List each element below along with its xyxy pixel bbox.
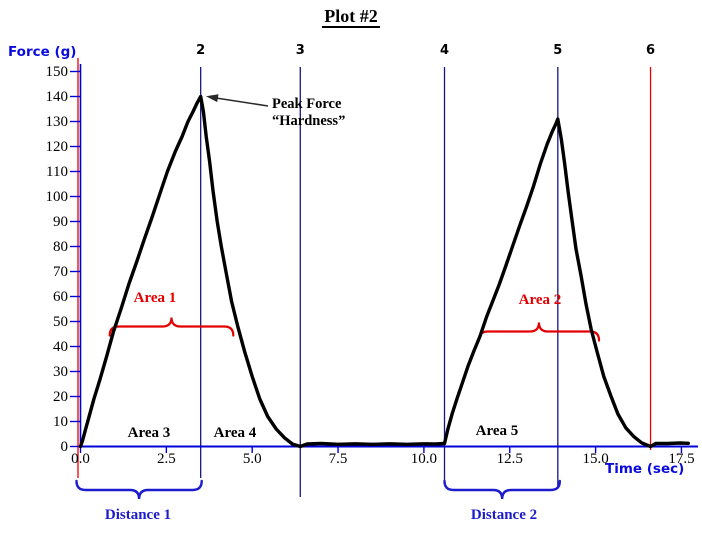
area1-brace bbox=[108, 317, 235, 337]
area2-label: Area 2 bbox=[518, 292, 562, 308]
y-tick-label: 80 bbox=[53, 238, 68, 255]
y-tick-label: 60 bbox=[53, 288, 68, 305]
x-axis-title: Time (sec) bbox=[605, 461, 685, 477]
area1-label: Area 1 bbox=[133, 290, 177, 306]
peak-force-annotation-line2: “Hardness” bbox=[272, 113, 346, 129]
anchor-number-4: 4 bbox=[439, 43, 450, 58]
x-tick-label: 15.0 bbox=[582, 451, 609, 467]
peak-force-arrow-line bbox=[215, 97, 269, 107]
y-tick-label: 140 bbox=[45, 88, 69, 105]
area5-label: Area 5 bbox=[475, 423, 519, 439]
x-tick-label: 10.0 bbox=[410, 451, 438, 467]
distance1-brace bbox=[75, 479, 203, 500]
x-tick-label: 0.0 bbox=[71, 451, 90, 467]
y-tick-label: 110 bbox=[46, 163, 68, 180]
y-tick-label: 70 bbox=[53, 263, 68, 280]
y-tick-label: 30 bbox=[53, 363, 68, 380]
distance1-label: Distance 1 bbox=[104, 507, 172, 523]
y-tick-label: 0 bbox=[60, 438, 69, 455]
y-tick-label: 100 bbox=[45, 188, 69, 205]
y-tick-label: 10 bbox=[53, 413, 68, 430]
x-tick-label: 5.0 bbox=[242, 451, 262, 467]
y-tick-label: 150 bbox=[45, 63, 69, 80]
y-tick-label: 90 bbox=[53, 213, 68, 230]
peak-force-annotation: Peak Force “Hardness” bbox=[272, 96, 345, 130]
x-tick-label: 12.5 bbox=[496, 451, 523, 467]
area4-label: Area 4 bbox=[213, 425, 257, 441]
y-tick-label: 40 bbox=[53, 338, 68, 355]
anchor-number-2: 2 bbox=[196, 43, 206, 58]
anchor-number-6: 6 bbox=[646, 43, 656, 58]
y-tick-label: 120 bbox=[45, 138, 69, 155]
distance2-label: Distance 2 bbox=[470, 507, 538, 523]
chart-title-row: Plot #2 bbox=[0, 6, 702, 28]
anchor-number-5: 5 bbox=[553, 43, 563, 58]
chart-title: Plot #2 bbox=[322, 6, 380, 28]
anchor-number-3: 3 bbox=[295, 43, 305, 58]
x-tick-label: 2.5 bbox=[156, 451, 176, 467]
y-tick-label: 50 bbox=[53, 313, 68, 330]
distance2-brace bbox=[443, 479, 562, 500]
peak-force-arrowhead bbox=[206, 94, 219, 103]
area2-brace bbox=[477, 322, 601, 342]
force-curve bbox=[78, 94, 690, 449]
x-tick-label: 17.5 bbox=[668, 451, 695, 467]
y-tick-label: 130 bbox=[45, 113, 69, 130]
y-axis-title: Force (g) bbox=[8, 44, 77, 60]
x-tick-label: 7.5 bbox=[328, 451, 348, 467]
area3-label: Area 3 bbox=[127, 425, 171, 441]
y-tick-label: 20 bbox=[53, 388, 68, 405]
peak-force-annotation-line1: Peak Force bbox=[272, 96, 342, 112]
